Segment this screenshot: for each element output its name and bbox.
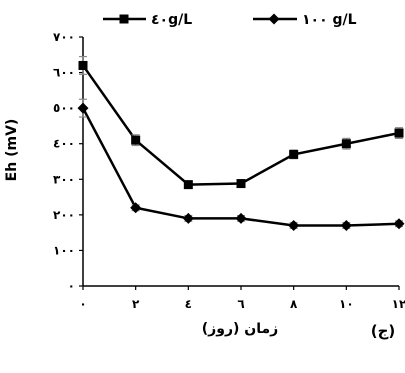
data-point <box>130 202 142 214</box>
legend-label: ٤٠g/L <box>151 12 192 28</box>
y-axis-title: Eh (mV) <box>4 119 20 182</box>
data-point <box>236 179 246 189</box>
y-tick-label: ٠ <box>68 279 75 293</box>
data-point <box>289 149 299 159</box>
data-point <box>393 218 405 230</box>
y-tick-label: ٦٠٠ <box>53 66 75 80</box>
legend-item-2: ١٠٠ g/L <box>253 12 357 28</box>
x-tick-label: ٢ <box>132 297 140 311</box>
y-tick-label: ٤٠٠ <box>53 137 75 151</box>
axes: ٠ ١٠٠ ٢٠٠ ٣٠٠ ٤٠٠ ٥٠٠ ٦٠٠ ٧٠٠ ٠ ٢ ٤ ٦ ٨ ١٠ ١٢ <box>53 30 405 311</box>
legend: ٤٠g/L ١٠٠ g/L <box>103 12 357 28</box>
y-tick-label: ٥٠٠ <box>53 101 75 115</box>
panel-label: (ج) <box>371 322 396 340</box>
data-point <box>235 212 247 224</box>
x-tick-label: ١٢ <box>392 297 405 311</box>
x-tick-label: ٦ <box>237 297 244 311</box>
x-tick-label: ٤ <box>185 297 192 311</box>
x-tick-label: ١٠ <box>339 297 354 311</box>
data-point <box>131 135 141 145</box>
series-1 <box>78 55 404 190</box>
data-point <box>341 139 351 149</box>
data-point <box>394 128 404 138</box>
legend-marker <box>119 14 129 24</box>
series-group <box>77 55 405 232</box>
legend-item-1: ٤٠g/L <box>103 12 192 28</box>
data-point <box>183 180 193 190</box>
data-point <box>340 220 352 232</box>
data-point <box>182 212 194 224</box>
y-tick-label: ٣٠٠ <box>53 172 75 186</box>
legend-label: ١٠٠ g/L <box>302 12 357 28</box>
data-point <box>288 220 300 232</box>
y-tick-label: ٧٠٠ <box>53 30 75 44</box>
y-tick-label: ٢٠٠ <box>53 208 75 222</box>
data-point <box>77 102 89 114</box>
x-tick-label: ٠ <box>79 297 86 311</box>
x-tick-label: ٨ <box>290 297 298 311</box>
series-line <box>81 64 400 186</box>
y-tick-label: ١٠٠ <box>53 243 75 257</box>
series-2 <box>77 98 405 232</box>
x-axis-title: زمان (روز) <box>202 321 278 337</box>
data-point <box>78 60 88 70</box>
legend-marker <box>268 13 280 25</box>
